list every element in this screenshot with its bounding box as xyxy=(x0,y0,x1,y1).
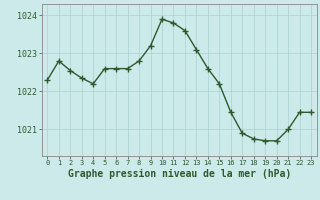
X-axis label: Graphe pression niveau de la mer (hPa): Graphe pression niveau de la mer (hPa) xyxy=(68,169,291,179)
